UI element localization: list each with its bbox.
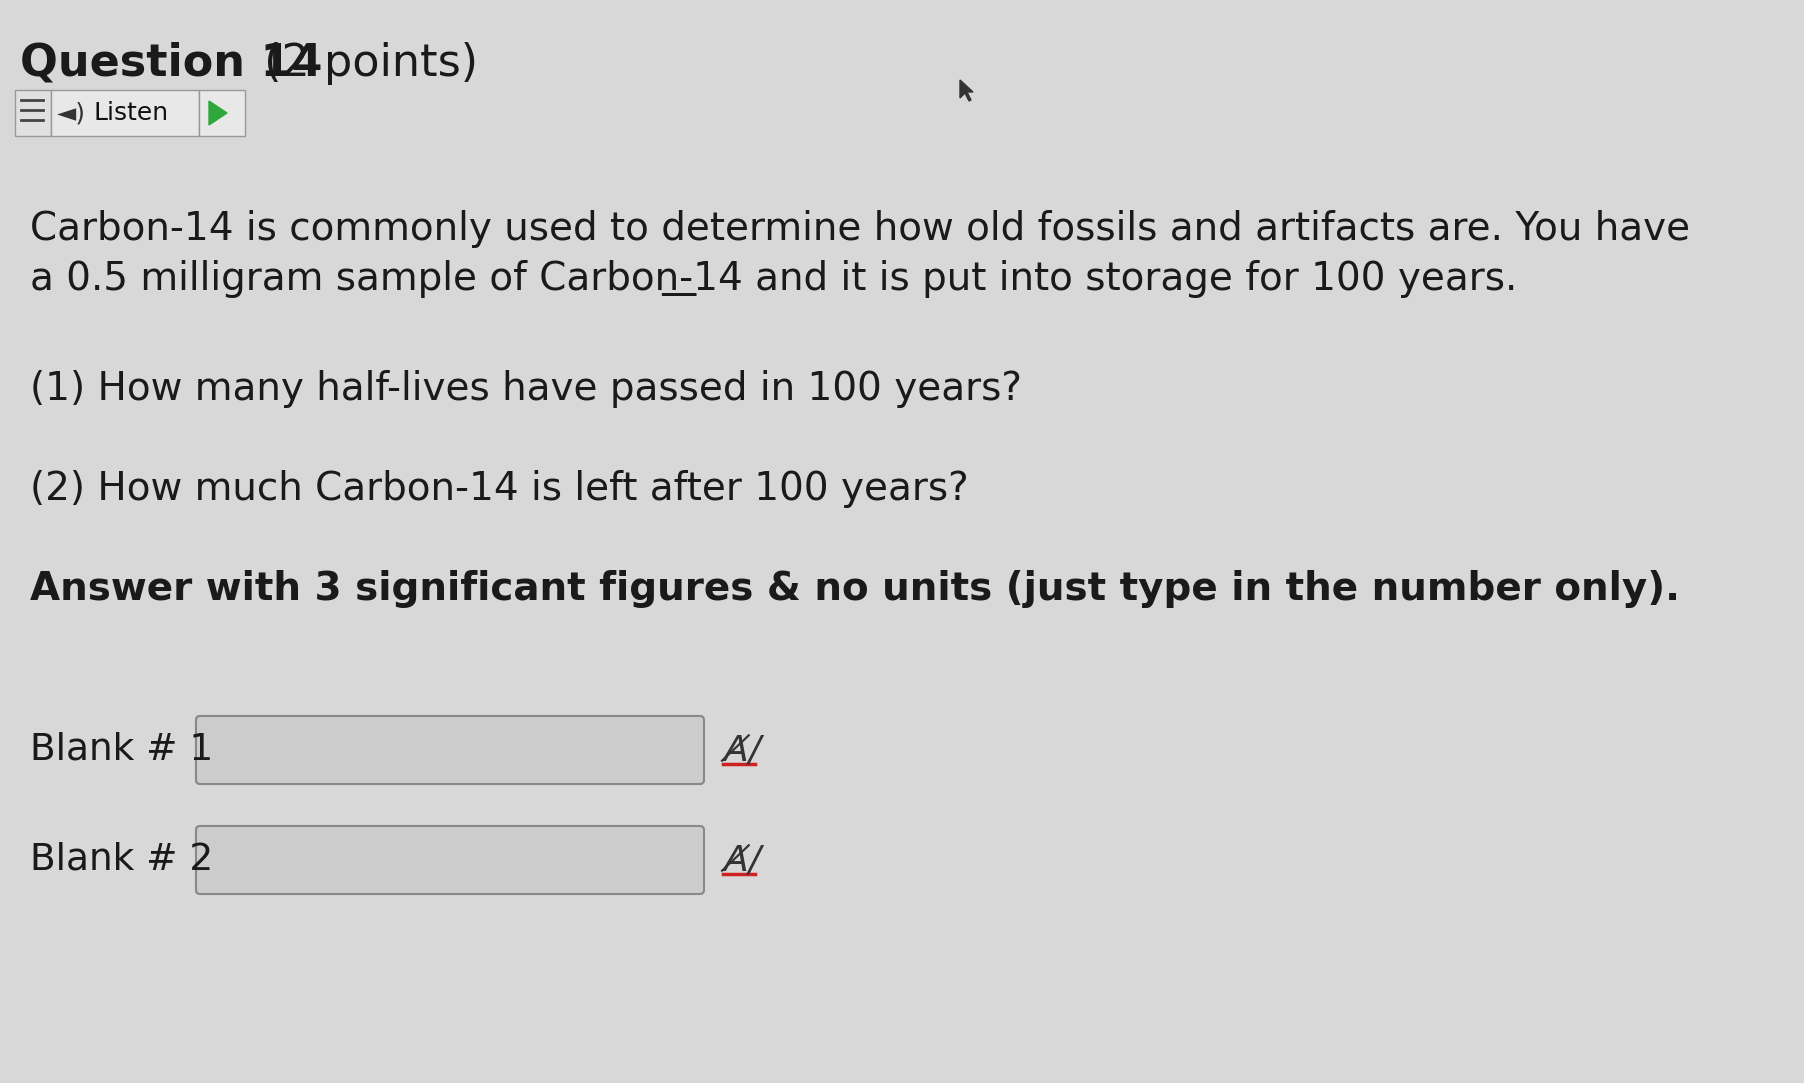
FancyBboxPatch shape (197, 826, 704, 893)
FancyBboxPatch shape (14, 90, 51, 136)
Polygon shape (209, 101, 227, 125)
Text: Listen: Listen (94, 101, 168, 125)
Text: A̸̸/: A̸̸/ (725, 733, 761, 767)
Text: (1) How many half-lives have passed in 100 years?: (1) How many half-lives have passed in 1… (31, 370, 1023, 408)
FancyBboxPatch shape (51, 90, 198, 136)
Text: Question 14: Question 14 (20, 42, 323, 84)
Text: Answer with 3 significant figures & no units (just type in the number only).: Answer with 3 significant figures & no u… (31, 570, 1680, 608)
Text: Blank # 1: Blank # 1 (31, 732, 213, 768)
Text: a 0.5 milligram sample of Carbon͟-14 and it is put into storage for 100 years.: a 0.5 milligram sample of Carbon͟-14 and… (31, 260, 1517, 298)
Text: Carbon-14 is commonly used to determine how old fossils and artifacts are. You h: Carbon-14 is commonly used to determine … (31, 210, 1690, 248)
Text: A̸̸/: A̸̸/ (725, 843, 761, 877)
Text: (2) How much Carbon-14 is left after 100 years?: (2) How much Carbon-14 is left after 100… (31, 470, 969, 508)
FancyBboxPatch shape (197, 716, 704, 784)
Text: ◄): ◄) (58, 101, 87, 125)
Text: Blank # 2: Blank # 2 (31, 841, 213, 878)
FancyBboxPatch shape (198, 90, 245, 136)
Text: (2 points): (2 points) (251, 42, 478, 84)
Polygon shape (960, 80, 972, 101)
